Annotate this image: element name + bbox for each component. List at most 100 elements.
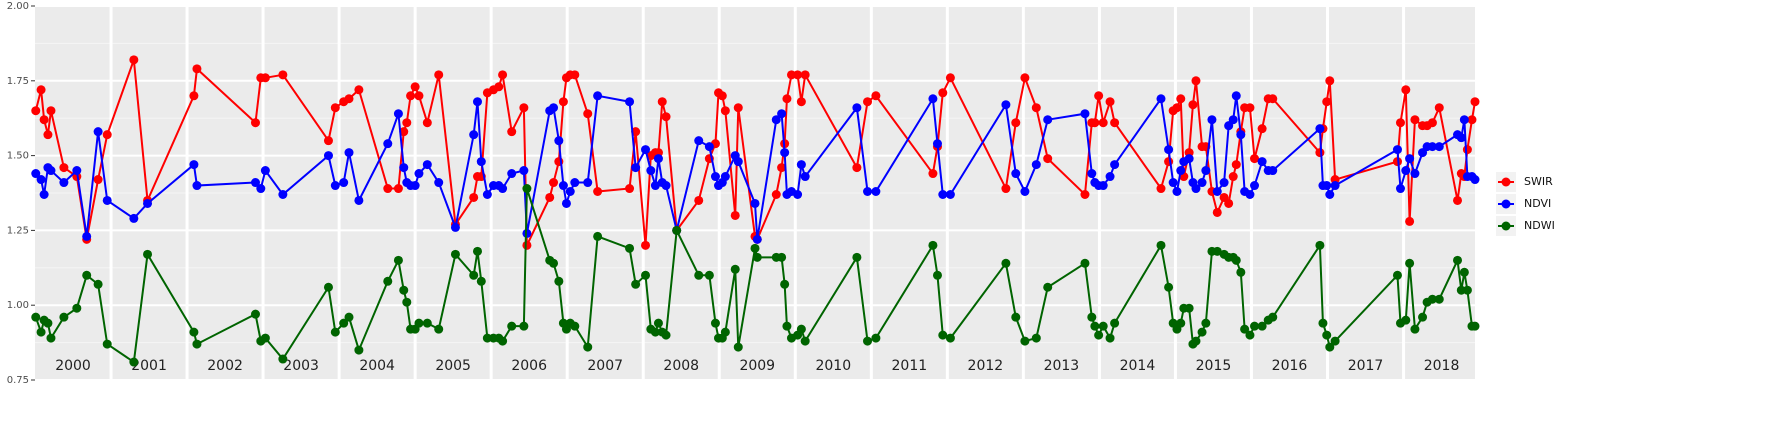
data-point: [472, 97, 482, 107]
data-point: [657, 97, 667, 107]
data-point: [852, 103, 862, 113]
data-point: [1250, 154, 1260, 164]
data-point: [1410, 169, 1420, 179]
data-point: [278, 189, 288, 199]
data-point: [800, 336, 810, 346]
data-point: [545, 192, 555, 202]
data-point: [1322, 330, 1332, 340]
data-point: [59, 163, 69, 173]
data-point: [450, 249, 460, 259]
data-point: [800, 172, 810, 182]
year-label: 2016: [1272, 358, 1308, 374]
data-point: [1207, 115, 1217, 125]
data-point: [796, 97, 806, 107]
data-point: [800, 70, 810, 80]
data-point: [863, 187, 873, 197]
data-point: [1405, 216, 1415, 226]
y-tick-label: 1.75: [7, 76, 29, 87]
data-point: [414, 318, 424, 328]
data-point: [256, 184, 266, 194]
year-label: 2000: [55, 358, 91, 374]
data-point: [1268, 312, 1278, 322]
data-point: [482, 189, 492, 199]
data-point: [192, 181, 202, 191]
data-point: [260, 166, 270, 176]
data-point: [469, 270, 479, 280]
data-point: [1434, 142, 1444, 152]
data-point: [1087, 169, 1097, 179]
data-point: [1245, 103, 1255, 113]
data-point: [780, 279, 790, 289]
data-point: [1011, 118, 1021, 128]
data-point: [771, 189, 781, 199]
data-point: [1325, 189, 1335, 199]
data-point: [393, 184, 403, 194]
data-point: [1212, 246, 1222, 256]
year-label: 2014: [1120, 358, 1156, 374]
data-point: [752, 234, 762, 244]
data-point: [650, 327, 660, 337]
data-point: [189, 91, 199, 101]
data-point: [354, 85, 364, 95]
data-point: [549, 103, 559, 113]
data-point: [1462, 285, 1472, 295]
legend-label: SWIR: [1524, 175, 1553, 188]
data-point: [777, 163, 787, 173]
data-point: [1191, 336, 1201, 346]
data-point: [330, 103, 340, 113]
data-point: [777, 109, 787, 119]
data-point: [710, 172, 720, 182]
data-point: [102, 130, 112, 140]
legend-label: NDWI: [1524, 219, 1555, 232]
data-point: [192, 64, 202, 74]
data-point: [1156, 240, 1166, 250]
data-point: [782, 321, 792, 331]
data-point: [793, 70, 803, 80]
data-point: [1401, 85, 1411, 95]
data-point: [661, 112, 671, 122]
data-point: [1105, 333, 1115, 343]
data-point: [250, 178, 260, 188]
data-point: [1191, 184, 1201, 194]
data-point: [406, 91, 416, 101]
data-point: [1401, 315, 1411, 325]
data-point: [422, 118, 432, 128]
data-point: [1410, 115, 1420, 125]
data-point: [1020, 336, 1030, 346]
data-point: [1231, 91, 1241, 101]
data-point: [399, 285, 409, 295]
data-point: [1470, 321, 1480, 331]
data-point: [339, 318, 349, 328]
data-point: [583, 342, 593, 352]
data-point: [498, 184, 508, 194]
data-point: [938, 330, 948, 340]
year-label: 2017: [1348, 358, 1384, 374]
data-point: [1188, 100, 1198, 110]
data-point: [1322, 97, 1332, 107]
data-point: [554, 276, 564, 286]
data-point: [593, 231, 603, 241]
year-label: 2013: [1044, 358, 1080, 374]
data-point: [1257, 124, 1267, 134]
data-point: [278, 70, 288, 80]
data-point: [278, 354, 288, 364]
data-point: [399, 127, 409, 137]
data-point: [750, 243, 760, 253]
data-point: [250, 309, 260, 319]
data-point: [733, 157, 743, 167]
data-point: [344, 148, 354, 158]
data-point: [558, 97, 568, 107]
data-point: [434, 178, 444, 188]
data-point: [641, 145, 651, 155]
data-point: [1043, 154, 1053, 164]
data-point: [565, 187, 575, 197]
data-point: [593, 187, 603, 197]
data-point: [414, 91, 424, 101]
data-point: [653, 318, 663, 328]
year-label: 2004: [359, 358, 395, 374]
data-point: [1087, 312, 1097, 322]
data-point: [1164, 145, 1174, 155]
data-point: [192, 339, 202, 349]
data-point: [1110, 318, 1120, 328]
data-point: [1080, 109, 1090, 119]
